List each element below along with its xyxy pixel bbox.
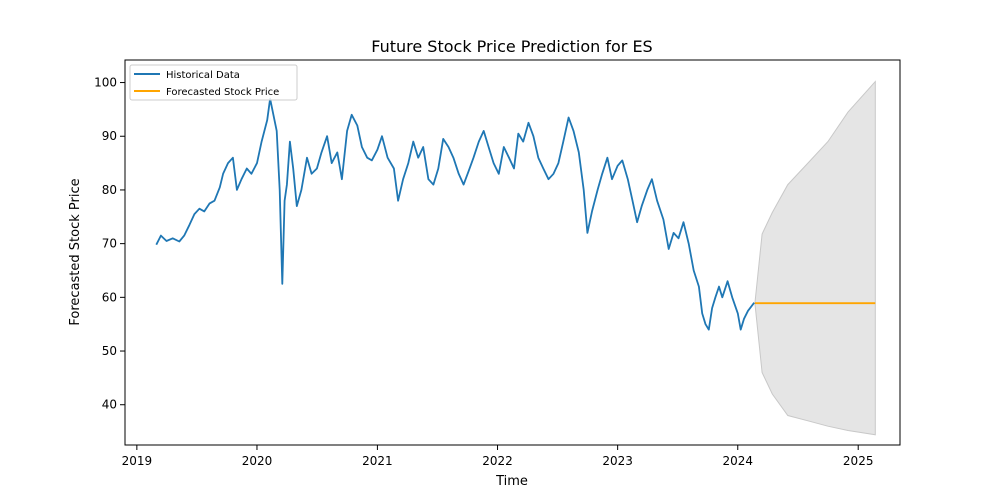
legend-label-forecast: Forecasted Stock Price [166,87,279,98]
y-tick-label: 90 [102,129,117,143]
confidence-band [754,80,876,436]
confidence-band-layer [754,80,876,436]
x-tick-label: 2021 [362,454,393,468]
historical-data-line [155,97,755,331]
y-tick-label: 40 [102,398,117,412]
series-layer [155,97,876,331]
x-tick-label: 2024 [722,454,753,468]
x-axis-label: Time [495,474,528,489]
chart-title: Future Stock Price Prediction for ES [371,37,652,56]
x-tick-label: 2025 [843,454,874,468]
x-tick-label: 2019 [122,454,153,468]
y-tick-label: 100 [94,76,117,90]
y-tick-label: 70 [102,237,117,251]
y-tick-label: 50 [102,344,117,358]
plot-frame [124,59,901,446]
x-axis-ticks: 2019 2020 2021 2022 2023 2024 2025 [122,445,874,468]
legend: Historical Data Forecasted Stock Price [129,64,298,101]
legend-label-historical: Historical Data [166,70,240,81]
y-axis-ticks: 40 50 60 70 80 90 100 [94,76,125,412]
legend-box [129,64,298,101]
y-tick-label: 80 [102,183,117,197]
y-axis-label: Forecasted Stock Price [68,178,83,325]
x-tick-label: 2020 [242,454,273,468]
x-tick-label: 2022 [482,454,513,468]
x-tick-label: 2023 [602,454,633,468]
y-tick-label: 60 [102,290,117,304]
